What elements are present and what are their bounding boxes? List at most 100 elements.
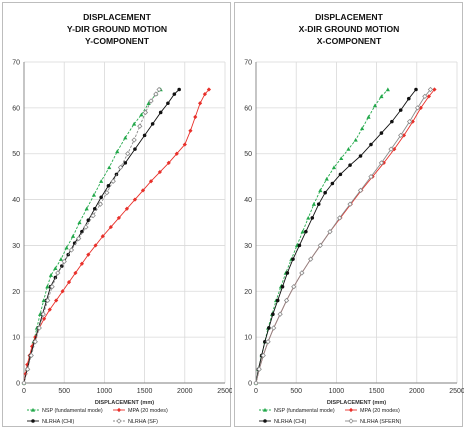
series-nlrha-chi-point: [369, 142, 373, 147]
series-nlrha-sfern-point: [317, 242, 323, 249]
series-nsp-fundamental-mode-point: [84, 206, 89, 211]
series-mpa-20-modes-point: [140, 188, 146, 193]
series-nlrha-sfern-point: [291, 284, 297, 290]
series-mpa-20-modes-point: [73, 270, 78, 276]
series-mpa-20-modes-point: [124, 206, 130, 211]
legend-item: NLRHA (CHI): [259, 419, 307, 425]
series-mpa-20-modes-point: [132, 197, 138, 202]
series-nlrha-chi-point: [280, 284, 285, 289]
legend-item: MPA (20 modes): [345, 407, 400, 414]
series-nlrha-chi-point: [271, 312, 275, 316]
chart-title-line-1: DISPLACEMENT: [315, 12, 384, 22]
series-nlrha-chi-point: [92, 206, 97, 211]
series-nsp-fundamental-mode-point: [324, 176, 329, 181]
series-nlrha-chi-point: [297, 243, 302, 248]
series-nlrha-sf-point: [24, 366, 31, 372]
series-mpa-20-modes-point: [193, 114, 198, 120]
series-nlrha-chi-point: [316, 202, 321, 206]
series-nlrha-sf-point: [83, 224, 89, 230]
legend-item: NLRHA (CHI): [27, 419, 75, 425]
series-mpa-20-modes-point: [54, 298, 59, 303]
series-nlrha-sfern-point: [253, 380, 259, 386]
series-nlrha-sfern-point: [414, 105, 421, 111]
series-nlrha-sf-point: [32, 339, 38, 345]
chart-svg-x-component: DISPLACEMENT X-DIR GROUND MOTION X-COMPO…: [244, 12, 464, 425]
series-mpa-20-modes-point: [42, 316, 47, 321]
x-tick-label: 2500: [217, 388, 232, 395]
series-nlrha-chi-point: [123, 161, 128, 165]
y-tick-label: 70: [12, 60, 20, 67]
series-nsp-fundamental-mode-point: [339, 156, 344, 160]
series-nsp-fundamental-mode-point: [318, 188, 323, 193]
series-nlrha-sfern-point: [406, 118, 413, 125]
y-tick-label: 0: [16, 381, 20, 388]
legend: NSP (fundamental mode) MPA (20 modes) NLRH…: [259, 407, 402, 425]
x-tick-label: 1000: [329, 388, 345, 395]
series-nlrha-chi-point: [177, 87, 181, 92]
series-nlrha-sfern-point: [260, 352, 266, 359]
series-nlrha-sfern-point: [283, 297, 290, 304]
series-nlrha-sf-point: [125, 151, 131, 157]
series-mpa-20-modes-point: [418, 105, 423, 110]
series-mpa-20-modes-point: [157, 169, 162, 175]
series-nlrha-chi-point: [285, 271, 290, 275]
legend-label: MPA (20 modes): [128, 408, 168, 414]
series-nlrha-sf-point: [97, 201, 104, 207]
series-nlrha-chi-point: [142, 133, 147, 138]
series-mpa-20-modes-point: [60, 289, 65, 294]
plot-area: 0 500 1000 1500 2000 2500 0 10 20 30 40 50 60 70 DISPL…: [244, 60, 464, 407]
series-nlrha-chi-point: [150, 122, 155, 126]
series-mpa-20-modes-point: [23, 371, 28, 376]
series-nlrha-sfern-point: [308, 256, 314, 262]
series-nlrha-sf-point: [40, 311, 46, 317]
series-nlrha-sf-point: [49, 284, 55, 290]
series-nlrha-sf-point: [76, 235, 82, 242]
chart-title-line-2: Y-DIR GROUND MOTION: [67, 24, 167, 34]
legend-item: NLRHA (SFERN): [345, 418, 402, 425]
y-tick-label: 50: [244, 151, 252, 158]
y-tick-label: 40: [12, 197, 20, 204]
series-nlrha-chi-point: [263, 339, 267, 344]
series-nlrha-chi-point: [86, 218, 91, 222]
series-nsp-fundamental-mode-point: [372, 103, 378, 108]
y-tick-label: 10: [12, 335, 20, 342]
x-tick-label: 500: [58, 388, 70, 395]
y-tick-label: 40: [244, 197, 252, 204]
chart-title-line-1: DISPLACEMENT: [83, 12, 152, 22]
series-nsp-fundamental-mode-point: [123, 135, 128, 140]
series-nlrha-chi-point: [133, 147, 137, 151]
legend-swatch-marker: [263, 419, 267, 423]
y-tick-label: 20: [12, 289, 20, 296]
series-nsp-fundamental-mode-point: [366, 114, 371, 119]
series-nlrha-sf-point: [21, 380, 27, 386]
series-nlrha-chi-point: [166, 101, 170, 106]
series-nlrha-sf-point: [131, 137, 137, 143]
legend-item: NSP (fundamental mode): [27, 407, 103, 414]
series-nsp-fundamental-mode-point: [64, 245, 69, 250]
series-nlrha-chi-point: [158, 110, 163, 115]
x-tick-label: 0: [254, 388, 258, 395]
series-nlrha-sfern-point: [271, 325, 277, 331]
series-nlrha-sfern-point: [388, 146, 394, 152]
series-mpa-20-modes-point: [86, 252, 91, 257]
series-nlrha-chi-point: [172, 92, 177, 96]
legend-item: NSP (fundamental mode): [259, 407, 335, 414]
chart-panel-x-component: DISPLACEMENT X-DIR GROUND MOTION X-COMPO…: [234, 2, 464, 427]
series-nlrha-sf-point: [110, 178, 116, 184]
series-nlrha-sfern: [253, 86, 434, 386]
series-nlrha-chi-point: [358, 154, 363, 158]
series-nlrha-chi-point: [304, 229, 308, 234]
series-mpa-20-modes-point: [79, 261, 84, 266]
legend-label: NSP (fundamental mode): [274, 408, 335, 414]
series-mpa-20-modes-point: [108, 224, 113, 230]
x-tick-label: 1500: [369, 388, 385, 395]
series-mpa-20-modes-point: [93, 243, 98, 248]
series-nlrha-sfern-point: [422, 93, 428, 100]
series-nsp-fundamental-mode-point: [146, 101, 151, 105]
chart-svg-y-component: DISPLACEMENT Y-DIR GROUND MOTION Y-COMPO…: [12, 12, 232, 425]
legend-swatch-marker: [116, 407, 122, 413]
series-nlrha-sf-point: [156, 86, 162, 93]
y-tick-label: 30: [244, 243, 252, 250]
series-nsp-fundamental-mode-point: [139, 112, 144, 117]
y-tick-label: 70: [244, 60, 252, 67]
